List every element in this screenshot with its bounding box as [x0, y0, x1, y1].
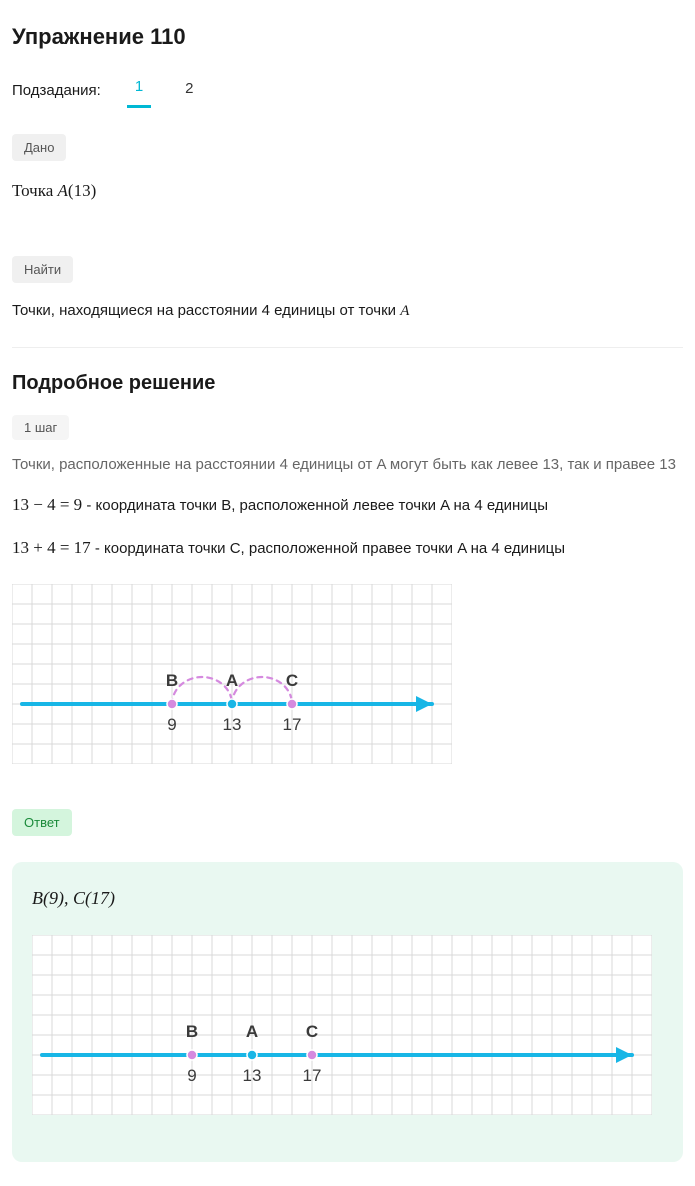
- svg-text:17: 17: [303, 1066, 322, 1085]
- tab-2[interactable]: 2: [177, 74, 201, 107]
- eq1-txt: - координата точки B, расположенной леве…: [82, 497, 548, 514]
- answer-value: B(9), C(17): [32, 888, 115, 908]
- svg-text:17: 17: [283, 715, 302, 734]
- given-prefix: Точка: [12, 181, 58, 200]
- svg-text:B: B: [166, 671, 178, 690]
- given-coord: 13: [74, 181, 91, 200]
- eq2-txt: - координата точки C, расположенной прав…: [91, 540, 565, 557]
- given-point: A: [58, 181, 68, 200]
- badge-answer: Ответ: [12, 809, 72, 836]
- given-text: Точка A(13): [12, 177, 683, 204]
- svg-text:C: C: [306, 1022, 318, 1041]
- step1-intro: Точки, расположенные на расстоянии 4 еди…: [12, 454, 683, 477]
- divider: [12, 347, 683, 348]
- svg-text:9: 9: [167, 715, 176, 734]
- eq2-lhs: 13 + 4 = 17: [12, 538, 91, 557]
- subtasks-label: Подзадания:: [12, 82, 101, 99]
- subtasks-row: Подзадания: 1 2: [12, 72, 683, 108]
- answer-text: B(9), C(17): [32, 888, 663, 909]
- svg-text:A: A: [226, 671, 238, 690]
- svg-text:C: C: [286, 671, 298, 690]
- find-text-body: Точки, находящиеся на расстоянии 4 едини…: [12, 302, 400, 319]
- badge-given: Дано: [12, 134, 66, 161]
- numberline-diagram-solution: B 9 A 13 C 17: [12, 584, 452, 764]
- svg-text:A: A: [246, 1022, 258, 1041]
- find-text: Точки, находящиеся на расстоянии 4 едини…: [12, 299, 683, 323]
- step1-eq1: 13 − 4 = 9 - координата точки B, располо…: [12, 491, 683, 520]
- eq1-lhs: 13 − 4 = 9: [12, 495, 82, 514]
- badge-find: Найти: [12, 256, 73, 283]
- exercise-title: Упражнение 110: [12, 24, 683, 50]
- solution-title: Подробное решение: [12, 372, 683, 395]
- answer-box: B(9), C(17) B 9 A 13 C 17: [12, 862, 683, 1162]
- numberline-diagram-answer: B 9 A 13 C 17: [32, 935, 652, 1115]
- svg-text:9: 9: [187, 1066, 196, 1085]
- step1-eq2: 13 + 4 = 17 - координата точки C, распол…: [12, 534, 683, 563]
- svg-text:13: 13: [243, 1066, 262, 1085]
- step-badge-1: 1 шаг: [12, 415, 69, 440]
- find-point: A: [400, 303, 409, 319]
- svg-text:13: 13: [223, 715, 242, 734]
- svg-text:B: B: [186, 1022, 198, 1041]
- tab-1[interactable]: 1: [127, 72, 151, 108]
